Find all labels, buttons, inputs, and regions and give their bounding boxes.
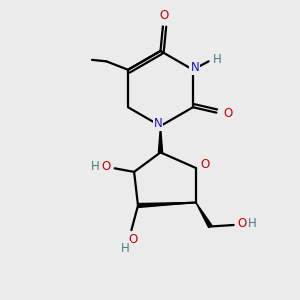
Text: H: H	[91, 160, 100, 173]
Polygon shape	[158, 126, 163, 152]
Text: O: O	[102, 160, 111, 173]
Polygon shape	[196, 202, 212, 227]
Text: O: O	[238, 217, 247, 230]
Text: N: N	[190, 61, 199, 74]
Text: O: O	[160, 9, 169, 22]
Text: H: H	[213, 53, 221, 66]
Text: H: H	[121, 242, 130, 255]
Text: O: O	[200, 158, 209, 171]
Text: O: O	[223, 107, 232, 120]
Polygon shape	[138, 202, 196, 207]
Text: N: N	[154, 117, 163, 130]
Text: H: H	[248, 217, 257, 230]
Text: O: O	[128, 232, 137, 246]
